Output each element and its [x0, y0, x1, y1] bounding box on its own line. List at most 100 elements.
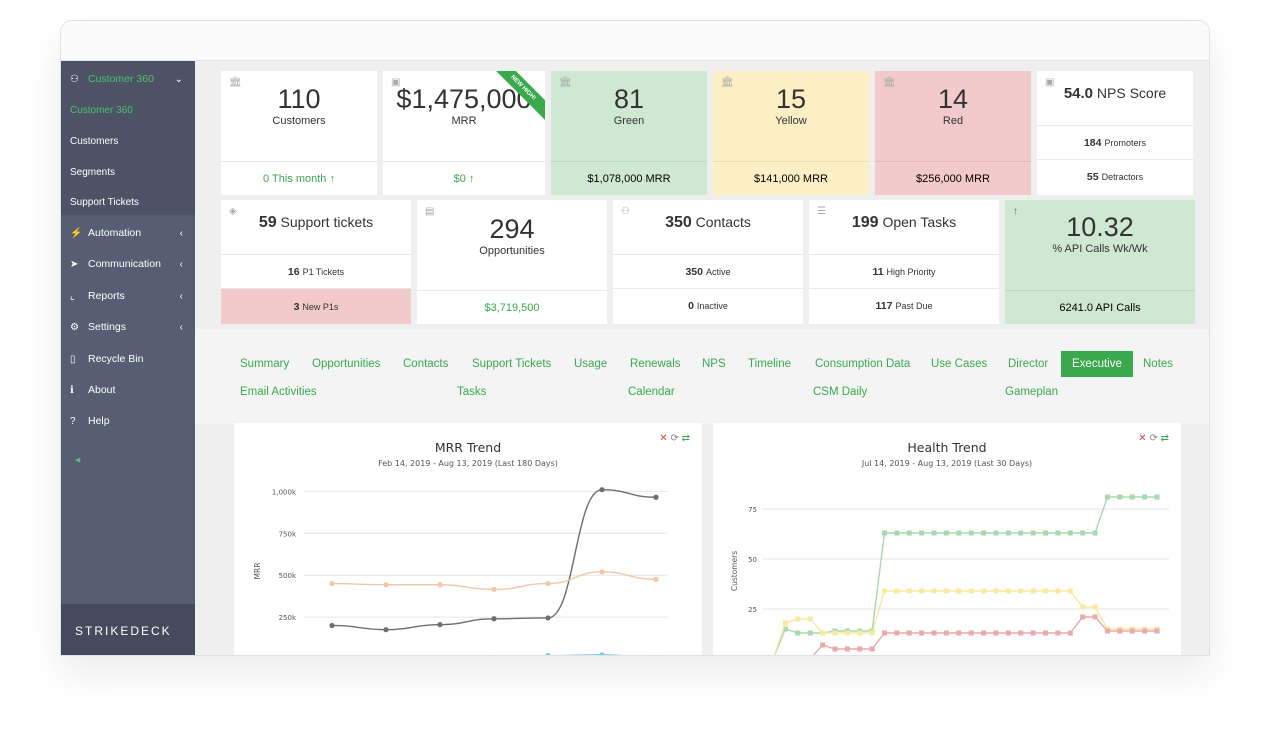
tab-renewals[interactable]: Renewals: [630, 358, 681, 370]
active-label: Active: [706, 266, 731, 277]
data-point: [981, 530, 987, 536]
kpi-foot: $141,000 MRR: [713, 161, 869, 195]
tab-consumption-data[interactable]: Consumption Data: [815, 358, 911, 370]
kpi-opportunities[interactable]: ▤ 294 Opportunities $3,719,500: [417, 200, 607, 324]
toggle-icon[interactable]: ⇄: [1160, 433, 1169, 444]
contacts-label: Contacts: [695, 214, 751, 230]
close-icon[interactable]: ✕: [1138, 433, 1147, 444]
sidebar-group-customer360[interactable]: ⚇ Customer 360 ⌄: [61, 64, 195, 94]
arrow-up-icon: ↑: [1013, 206, 1018, 217]
data-point: [329, 622, 335, 629]
kpi-green[interactable]: 🏛 81 Green $1,078,000 MRR: [551, 71, 707, 195]
sidebar-item-automation[interactable]: ⚡ Automation ‹: [61, 218, 195, 248]
data-point: [956, 588, 962, 594]
sidebar-item-label: Automation: [88, 227, 142, 239]
kpi-open-tasks[interactable]: ☰ 199 Open Tasks 11 High Priority 117 Pa…: [809, 200, 999, 324]
sidebar-item-communication[interactable]: ➤ Communication ‹: [61, 249, 195, 279]
kpi-mrr[interactable]: ▣ $1,475,000 MRR NEW HIGH! $0 ↑: [383, 71, 545, 195]
tab-usage[interactable]: Usage: [574, 358, 608, 370]
main-content: 🏛 110 Customers 0 This month ↑ ▣ $1,475,…: [195, 61, 1209, 655]
tab-notes[interactable]: Notes: [1143, 358, 1174, 370]
kpi-value: 294: [489, 214, 535, 244]
tab-tasks[interactable]: Tasks: [457, 386, 487, 398]
tab-calendar[interactable]: Calendar: [628, 386, 675, 398]
tab-nps[interactable]: NPS: [702, 358, 726, 370]
new-p1s-row: 3 New P1s: [221, 288, 411, 324]
kpi-support-tickets[interactable]: ◈ 59 Support tickets 16 P1 Tickets 3 New…: [221, 200, 411, 324]
sidebar-item-customers[interactable]: Customers: [61, 126, 195, 156]
sidebar-item-customer360[interactable]: Customer 360: [61, 95, 195, 125]
tab-director[interactable]: Director: [1008, 358, 1049, 370]
sidebar-item-segments[interactable]: Segments: [61, 157, 195, 187]
sidebar-group-bg: [61, 61, 195, 215]
tab-email-activities[interactable]: Email Activities: [240, 386, 317, 398]
data-point: [329, 580, 335, 587]
data-point: [881, 630, 887, 636]
tab-contacts[interactable]: Contacts: [403, 358, 449, 370]
y-tick-label: 50: [748, 556, 757, 564]
data-point: [383, 582, 389, 588]
sidebar-item-settings[interactable]: ⚙ Settings ‹: [61, 312, 195, 342]
data-point: [943, 588, 949, 594]
tab-opportunities[interactable]: Opportunities: [312, 358, 381, 370]
data-point: [968, 530, 974, 536]
data-point: [844, 630, 850, 636]
tickets-label: Support tickets: [280, 214, 374, 230]
tab-csm-daily[interactable]: CSM Daily: [813, 386, 868, 398]
close-icon[interactable]: ✕: [659, 433, 668, 444]
kpi-label: Red: [942, 115, 964, 127]
tasks-label: Open Tasks: [882, 214, 957, 230]
data-point: [545, 615, 551, 621]
branch-icon: ℹ: [70, 384, 74, 396]
sidebar-item-about[interactable]: ℹ About: [61, 375, 195, 405]
tab-executive[interactable]: Executive: [1061, 351, 1133, 377]
sidebar-item-label: Recycle Bin: [88, 353, 144, 365]
mrr-chart-plot: 1,000k 750k 500k 250k MRR: [253, 487, 668, 655]
sidebar-item-support-tickets[interactable]: Support Tickets: [61, 187, 195, 217]
data-point: [1030, 588, 1036, 594]
health-chart-plot: 75 50 25 Customers: [730, 494, 1169, 655]
kpi-value: 110: [277, 84, 321, 114]
data-point: [1018, 630, 1024, 636]
chart-tools: ✕ ⟳ ⇄: [1138, 433, 1169, 444]
data-point: [491, 616, 497, 622]
data-point: [1154, 494, 1160, 500]
detractors-count: 55: [1086, 170, 1099, 183]
data-point: [894, 530, 900, 536]
tab-timeline[interactable]: Timeline: [748, 358, 792, 370]
sidebar-item-reports[interactable]: ⌞ Reports ‹: [61, 281, 195, 311]
money-icon: ▣: [391, 77, 401, 88]
new-p1-count: 3: [293, 300, 300, 313]
kpi-customers[interactable]: 🏛 110 Customers 0 This month ↑: [221, 71, 377, 195]
tab-summary[interactable]: Summary: [240, 358, 290, 370]
data-point: [1067, 530, 1073, 536]
send-icon: ➤: [70, 258, 79, 270]
sidebar-item-recycle-bin[interactable]: ▯ Recycle Bin: [61, 344, 195, 374]
kpi-yellow[interactable]: 🏛 15 Yellow $141,000 MRR: [713, 71, 869, 195]
refresh-icon[interactable]: ⟳: [670, 433, 679, 444]
sidebar-collapse-button[interactable]: ◂: [61, 445, 195, 475]
health-trend-chart: Health Trend Jul 14, 2019 - Aug 13, 2019…: [713, 423, 1181, 655]
chevron-left-icon: ‹: [179, 258, 183, 270]
data-point: [1129, 494, 1135, 500]
app-window: ⚇ Customer 360 ⌄ Customer 360 Customers …: [60, 20, 1210, 656]
toggle-icon[interactable]: ⇄: [681, 433, 690, 444]
kpi-red[interactable]: 🏛 14 Red $256,000 MRR: [875, 71, 1031, 195]
data-point: [1005, 588, 1011, 594]
data-point: [383, 627, 389, 633]
tab-bar: Summary Opportunities Contacts Support T…: [195, 329, 1209, 424]
chart-subtitle: Feb 14, 2019 - Aug 13, 2019 (Last 180 Da…: [378, 459, 558, 468]
kpi-contacts[interactable]: ⚇ 350 Contacts 350 Active 0 Inactive: [613, 200, 803, 324]
tab-gameplan[interactable]: Gameplan: [1005, 386, 1059, 398]
high-label: High Priority: [886, 266, 936, 277]
data-point: [1067, 630, 1073, 636]
trash-icon: ▯: [70, 353, 76, 365]
kpi-nps[interactable]: ▣ 54.0 NPS Score 184 Promoters 55 Detrac…: [1037, 71, 1193, 195]
refresh-icon[interactable]: ⟳: [1149, 433, 1158, 444]
data-point: [906, 588, 912, 594]
tab-support-tickets[interactable]: Support Tickets: [472, 358, 552, 370]
kpi-value: $1,475,000: [396, 84, 532, 114]
sidebar-item-help[interactable]: ? Help: [61, 406, 195, 436]
tab-use-cases[interactable]: Use Cases: [931, 358, 988, 370]
kpi-api-calls[interactable]: ↑ 10.32 % API Calls Wk/Wk 6241.0 API Cal…: [1005, 200, 1195, 324]
